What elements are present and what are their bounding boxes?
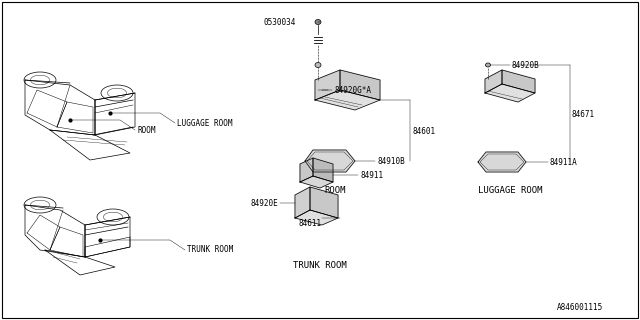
- Polygon shape: [315, 90, 380, 110]
- Text: 84920B: 84920B: [512, 60, 540, 69]
- Text: A846001115: A846001115: [557, 303, 603, 312]
- Polygon shape: [502, 70, 535, 93]
- Polygon shape: [313, 158, 333, 182]
- Text: TRUNK ROOM: TRUNK ROOM: [293, 260, 347, 269]
- Text: LUGGAGE ROOM: LUGGAGE ROOM: [477, 186, 542, 195]
- Text: 84920G*A: 84920G*A: [334, 85, 371, 94]
- Polygon shape: [300, 158, 313, 182]
- Text: 0530034: 0530034: [264, 18, 296, 27]
- Polygon shape: [485, 70, 502, 93]
- Ellipse shape: [315, 62, 321, 68]
- Text: 84611: 84611: [298, 219, 321, 228]
- Polygon shape: [340, 70, 380, 100]
- Polygon shape: [305, 150, 355, 172]
- Text: 84671: 84671: [572, 109, 595, 118]
- Text: TRUNK ROOM: TRUNK ROOM: [187, 245, 233, 254]
- Polygon shape: [295, 210, 338, 225]
- Text: 84601: 84601: [412, 126, 435, 135]
- Polygon shape: [295, 187, 310, 218]
- Text: LUGGAGE ROOM: LUGGAGE ROOM: [177, 118, 232, 127]
- Text: ROOM: ROOM: [324, 186, 346, 195]
- Ellipse shape: [315, 20, 321, 25]
- Polygon shape: [300, 176, 333, 188]
- Text: 84911: 84911: [360, 171, 383, 180]
- Ellipse shape: [486, 63, 490, 67]
- Text: 84910B: 84910B: [377, 156, 404, 165]
- Polygon shape: [478, 152, 526, 172]
- Text: 84920E: 84920E: [250, 198, 278, 207]
- Polygon shape: [485, 84, 535, 102]
- Text: 84911A: 84911A: [550, 157, 578, 166]
- Polygon shape: [310, 187, 338, 218]
- Polygon shape: [315, 70, 340, 100]
- Text: ROOM: ROOM: [137, 125, 156, 134]
